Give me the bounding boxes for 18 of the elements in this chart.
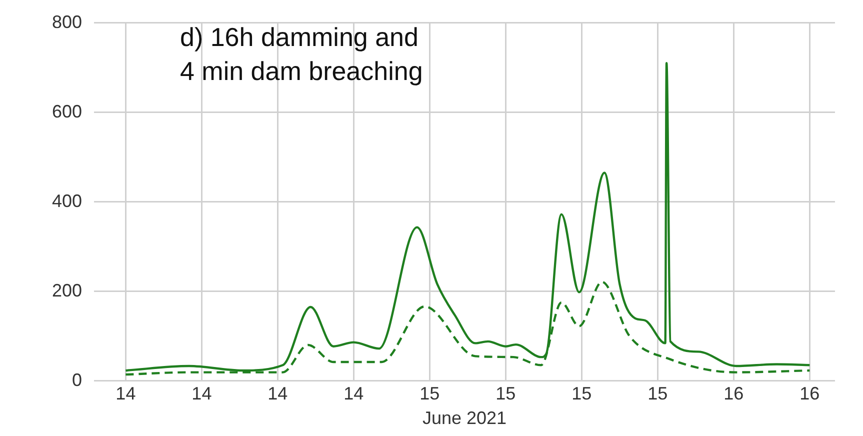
x-tick-label: 15 (496, 384, 516, 404)
x-tick-label: 14 (344, 384, 364, 404)
x-tick-label: 16 (800, 384, 820, 404)
x-axis-title: June 2021 (422, 408, 507, 428)
y-tick-label: 0 (72, 370, 82, 390)
y-tick-label: 400 (52, 190, 82, 211)
x-tick-label: 16 (724, 384, 744, 404)
x-tick-label: 14 (192, 384, 212, 404)
x-tick-label: 15 (648, 384, 668, 404)
text: d) 16h damming and 4 min dam breaching (180, 21, 424, 88)
x-tick-label: 15 (572, 384, 592, 404)
line-series (124, 62, 811, 372)
x-tick-label: 14 (268, 384, 288, 404)
y-tick-label: 200 (52, 280, 82, 300)
y-tick-label: 800 (52, 12, 82, 32)
x-tick-label: 14 (116, 384, 136, 404)
x-tick-label: 15 (420, 384, 440, 404)
y-tick-label: 600 (52, 101, 82, 122)
